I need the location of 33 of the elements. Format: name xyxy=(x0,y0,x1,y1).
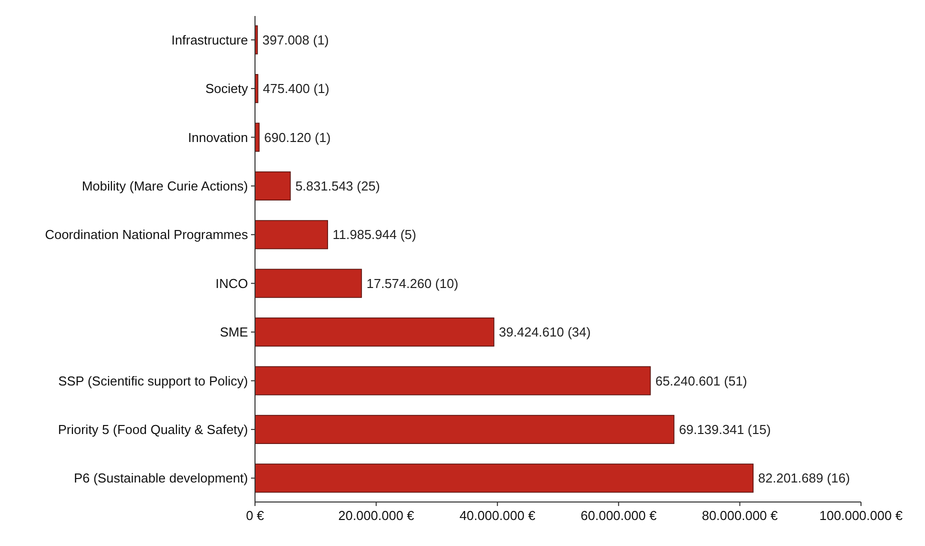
y-tick-label: P6 (Sustainable development) xyxy=(74,470,248,486)
data-label: 82.201.689 (16) xyxy=(758,470,850,486)
y-tick-label: Mobility (Mare Curie Actions) xyxy=(82,178,248,194)
bar xyxy=(254,366,651,396)
x-tick-label: 100.000.000 € xyxy=(819,508,904,523)
y-tick-label: Innovation xyxy=(188,130,248,145)
bar xyxy=(254,414,674,444)
x-tick-label: 0 € xyxy=(246,508,265,523)
data-label: 5.831.543 (25) xyxy=(295,178,380,194)
bar xyxy=(254,220,328,250)
x-tick-label: 80.000.000 € xyxy=(702,508,779,523)
y-tick-label: Society xyxy=(205,81,248,96)
y-tick-label: SSP (Scientific support to Policy) xyxy=(58,373,248,388)
data-label: 11.985.944 (5) xyxy=(332,227,416,242)
data-label: 17.574.260 (10) xyxy=(366,276,458,291)
bar xyxy=(254,464,754,493)
y-tick-label: Coordination National Programmes xyxy=(44,227,248,242)
data-label: 475.400 (1) xyxy=(262,81,330,96)
data-label: 65.240.601 (51) xyxy=(655,373,748,388)
x-tick-label: 20.000.000 € xyxy=(338,508,415,523)
bar xyxy=(254,318,494,347)
y-tick-label: SME xyxy=(220,324,248,340)
x-tick-label: 40.000.000 € xyxy=(459,508,536,523)
y-tick-label: INCO xyxy=(216,276,248,291)
data-label: 397.008 (1) xyxy=(262,32,329,48)
bar xyxy=(254,171,291,200)
y-tick-label: Infrastructure xyxy=(171,32,248,48)
data-label: 690.120 (1) xyxy=(264,130,331,145)
data-label: 39.424.610 (34) xyxy=(498,324,591,340)
y-tick-label: Priority 5 (Food Quality & Safety) xyxy=(58,422,248,437)
data-label: 69.139.341 (15) xyxy=(678,422,771,437)
x-tick-label: 60.000.000 € xyxy=(580,508,658,523)
bar xyxy=(254,268,362,298)
